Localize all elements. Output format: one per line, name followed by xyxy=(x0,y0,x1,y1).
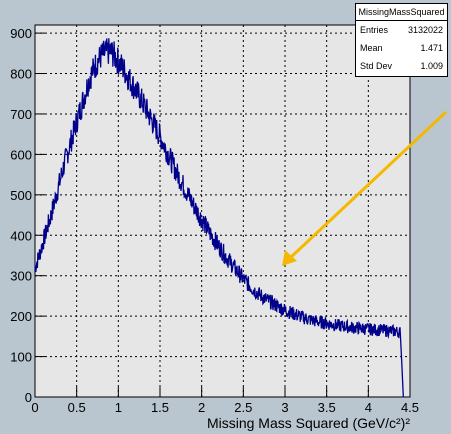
std-value: 1.009 xyxy=(420,61,443,71)
stats-std-row: Std Dev 1.009 xyxy=(356,57,447,75)
x-tick-label: 3 xyxy=(281,400,288,415)
y-tick-label: 600 xyxy=(10,147,32,162)
x-tick-label: 0 xyxy=(31,400,38,415)
y-axis-ticks: 0 100 200 300 400 500 600 700 800 900 xyxy=(10,26,45,405)
x-tick-label: 4 xyxy=(365,400,372,415)
annotation-arrow xyxy=(282,110,448,266)
x-tick-label: 3.5 xyxy=(318,400,336,415)
x-tick-label: 0.5 xyxy=(68,400,86,415)
plot-frame xyxy=(34,24,411,398)
mean-value: 1.471 xyxy=(420,43,443,53)
y-tick-label: 100 xyxy=(10,350,32,365)
y-tick-label: 800 xyxy=(10,67,32,82)
y-tick-label: 300 xyxy=(10,269,32,284)
stats-mean-row: Mean 1.471 xyxy=(356,39,447,57)
stats-title: MissingMassSquared xyxy=(356,4,447,21)
mean-label: Mean xyxy=(360,43,383,53)
x-tick-label: 2 xyxy=(198,400,205,415)
y-tick-label: 200 xyxy=(10,309,32,324)
x-tick-label: 1 xyxy=(115,400,122,415)
entries-label: Entries xyxy=(360,25,389,35)
grid-lines xyxy=(35,25,410,397)
x-tick-label: 2.5 xyxy=(234,400,252,415)
x-axis-label: Missing Mass Squared (GeV/c²)² xyxy=(207,415,410,431)
histogram-series-line xyxy=(34,38,404,398)
y-tick-label: 0 xyxy=(25,390,32,405)
x-tick-label: 4.5 xyxy=(401,400,419,415)
stats-box: MissingMassSquared Entries 3132022 Mean … xyxy=(355,3,448,77)
std-label: Std Dev xyxy=(360,61,393,71)
series-layer xyxy=(34,38,404,398)
x-axis-ticks: 0 0.5 1 1.5 2 2.5 3 3.5 4 4.5 xyxy=(31,387,419,415)
y-tick-label: 400 xyxy=(10,228,32,243)
stats-entries-row: Entries 3132022 xyxy=(356,21,447,39)
y-tick-label: 700 xyxy=(10,107,32,122)
y-tick-label: 900 xyxy=(10,26,32,41)
x-tick-label: 1.5 xyxy=(151,400,169,415)
y-tick-label: 500 xyxy=(10,188,32,203)
entries-value: 3132022 xyxy=(407,25,443,35)
